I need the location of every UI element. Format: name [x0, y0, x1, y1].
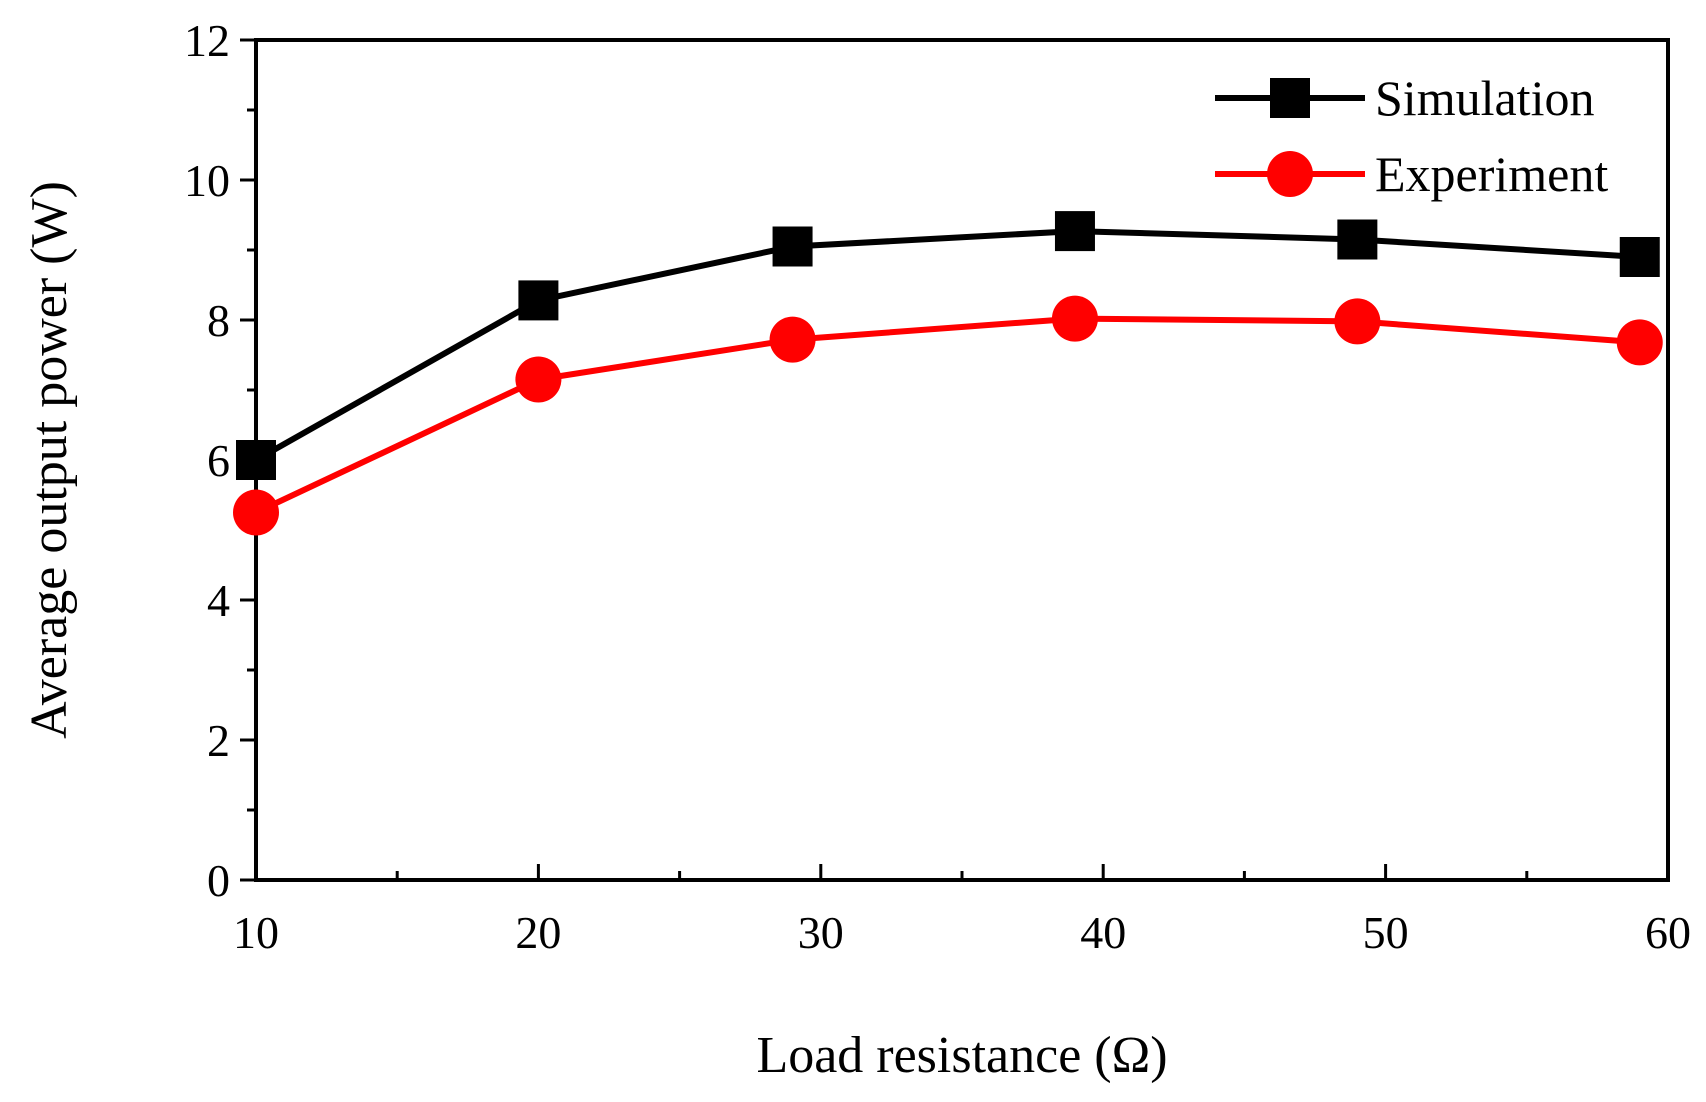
experiment-point [1051, 295, 1098, 342]
legend: Simulation Experiment [1215, 70, 1608, 202]
legend-simulation-label: Simulation [1375, 70, 1594, 126]
y-tick-label: 8 [207, 295, 230, 346]
experiment-line [254, 315, 1640, 516]
simulation-point [772, 226, 813, 267]
y-tick-label: 2 [207, 715, 230, 766]
experiment-point [233, 489, 279, 536]
simulation-point [236, 440, 276, 480]
y-tick-label: 0 [207, 855, 230, 906]
x-tick-label: 50 [1363, 907, 1409, 958]
experiment-point [769, 316, 816, 363]
y-tick-label: 12 [184, 15, 230, 66]
legend-experiment-marker [1267, 151, 1313, 197]
x-tick-label: 20 [515, 907, 561, 958]
x-tick-label: 60 [1645, 907, 1691, 958]
x-tick-label: 10 [233, 907, 279, 958]
simulation-point [1619, 237, 1660, 277]
simulation-point [1054, 211, 1095, 252]
series-layer [233, 211, 1663, 536]
y-tick-label: 10 [184, 155, 230, 206]
simulation-line [254, 228, 1640, 463]
y-axis-title: Average output power (W) [21, 181, 78, 739]
x-tick-label: 30 [798, 907, 844, 958]
y-tick-label: 4 [207, 575, 230, 626]
experiment-point [1334, 298, 1381, 345]
x-tick-label: 40 [1080, 907, 1126, 958]
axes: 10 20 30 40 50 60 0 2 4 6 8 10 12 [184, 15, 1691, 958]
simulation-point [518, 280, 559, 321]
y-tick-label: 6 [207, 435, 230, 486]
legend-simulation-marker [1270, 78, 1310, 118]
legend-experiment-label: Experiment [1375, 146, 1608, 202]
simulation-point [1337, 219, 1378, 260]
experiment-point [515, 356, 562, 403]
x-axis-title: Load resistance (Ω) [756, 1027, 1167, 1084]
experiment-point [1616, 319, 1663, 366]
